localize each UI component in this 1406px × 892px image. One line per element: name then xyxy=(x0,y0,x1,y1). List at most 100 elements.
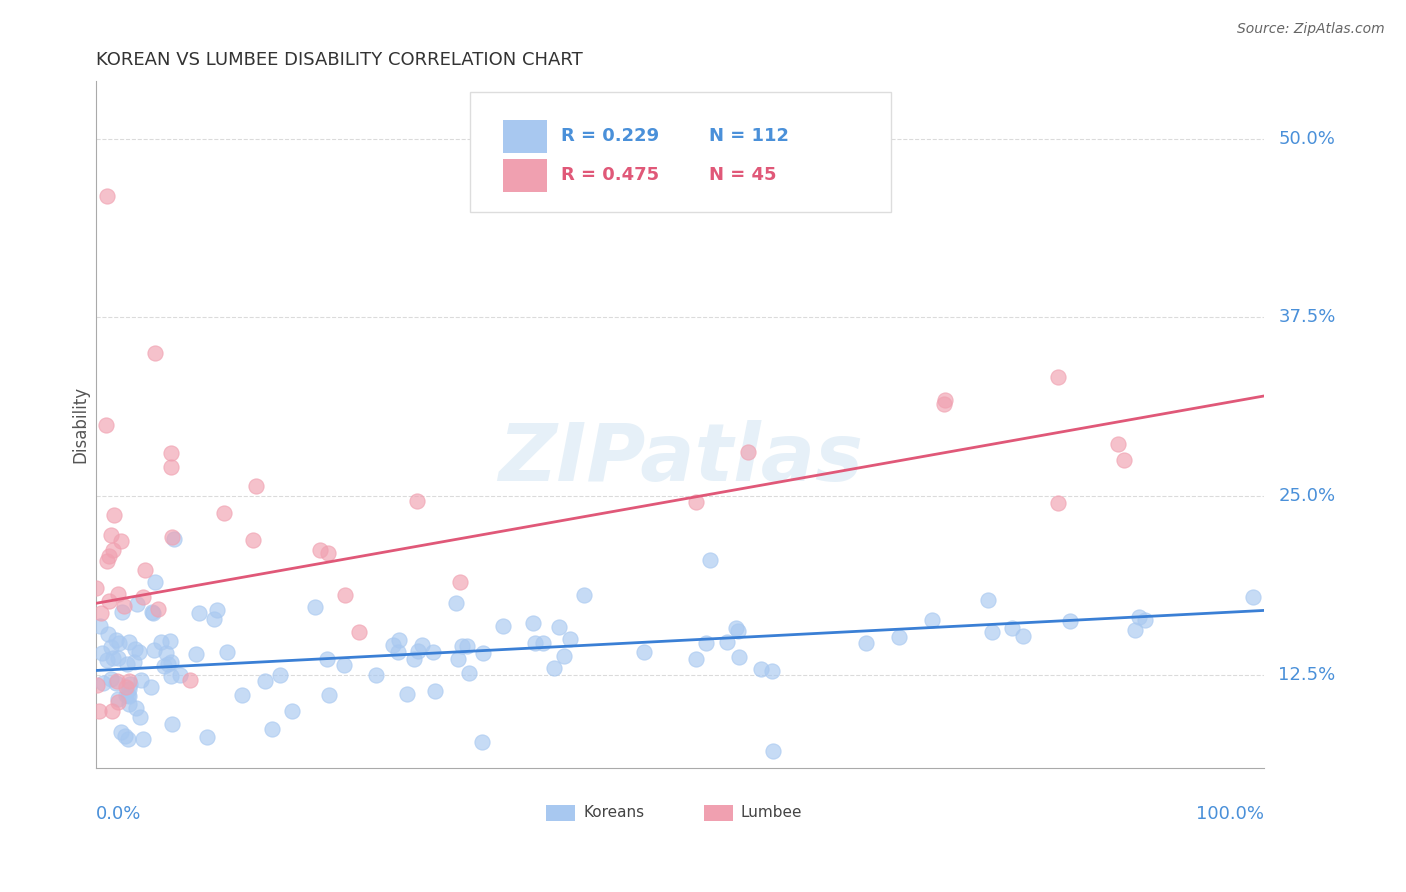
Point xyxy=(117,657,139,672)
Point xyxy=(169,667,191,681)
Point xyxy=(245,479,267,493)
Point xyxy=(129,710,152,724)
Point xyxy=(364,668,387,682)
Text: N = 112: N = 112 xyxy=(710,128,789,145)
Point xyxy=(160,669,183,683)
Point xyxy=(143,642,166,657)
Point xyxy=(117,689,139,703)
Point xyxy=(89,704,111,718)
Point xyxy=(132,590,155,604)
Point xyxy=(231,688,253,702)
Point xyxy=(110,725,132,739)
Point xyxy=(112,599,135,613)
Point xyxy=(134,563,156,577)
Point xyxy=(108,635,131,649)
Point xyxy=(89,619,111,633)
Point xyxy=(1114,453,1136,467)
Point xyxy=(107,650,129,665)
FancyBboxPatch shape xyxy=(503,120,547,153)
Point xyxy=(492,619,515,633)
Point xyxy=(304,600,326,615)
Text: 25.0%: 25.0% xyxy=(1278,487,1336,505)
Point xyxy=(124,655,146,669)
Point xyxy=(100,528,122,542)
Point xyxy=(406,644,429,658)
Point xyxy=(160,530,183,544)
Point xyxy=(762,744,785,758)
Point xyxy=(90,606,112,620)
Point xyxy=(86,581,108,595)
Point xyxy=(105,633,128,648)
Point xyxy=(143,346,166,360)
Point xyxy=(125,597,148,611)
Point xyxy=(280,704,302,718)
Point xyxy=(103,508,125,522)
Point xyxy=(160,460,183,475)
Point xyxy=(96,188,118,202)
Point xyxy=(118,673,141,688)
Point xyxy=(97,626,120,640)
Point xyxy=(117,732,139,747)
Point xyxy=(685,652,707,666)
Point xyxy=(523,636,546,650)
Point xyxy=(543,661,565,675)
Point xyxy=(921,613,943,627)
Point xyxy=(97,549,120,564)
Point xyxy=(699,553,721,567)
Point xyxy=(148,602,170,616)
Point xyxy=(450,639,472,653)
Point xyxy=(423,683,446,698)
Point xyxy=(156,657,179,671)
Point xyxy=(422,645,444,659)
Point xyxy=(382,638,405,652)
Y-axis label: Disability: Disability xyxy=(72,386,89,463)
Point xyxy=(855,636,877,650)
Point xyxy=(118,681,141,696)
Point xyxy=(107,696,129,710)
Text: R = 0.475: R = 0.475 xyxy=(561,167,659,185)
Point xyxy=(132,731,155,746)
Point xyxy=(456,640,478,654)
Point xyxy=(411,638,433,652)
Point xyxy=(387,645,409,659)
Point xyxy=(162,717,184,731)
Point xyxy=(727,624,749,639)
Point xyxy=(737,444,759,458)
Point xyxy=(215,645,238,659)
Point xyxy=(269,668,291,682)
Point xyxy=(100,673,122,687)
Point xyxy=(107,691,129,706)
Point xyxy=(574,589,596,603)
Point xyxy=(728,650,751,665)
Point xyxy=(1046,496,1069,510)
Point xyxy=(124,641,146,656)
Point xyxy=(117,634,139,648)
Point xyxy=(560,632,582,646)
Point xyxy=(887,630,910,644)
Point xyxy=(93,675,115,690)
Point xyxy=(1107,437,1129,451)
Point xyxy=(1012,628,1035,642)
Point xyxy=(695,635,717,649)
Point xyxy=(309,542,332,557)
Point xyxy=(471,735,494,749)
Point xyxy=(449,575,471,590)
Point xyxy=(179,673,201,688)
Point xyxy=(188,606,211,620)
Point xyxy=(522,615,544,630)
Point xyxy=(633,645,655,659)
Text: 12.5%: 12.5% xyxy=(1278,665,1336,684)
Point xyxy=(163,532,186,546)
Point xyxy=(105,673,128,688)
FancyBboxPatch shape xyxy=(703,805,733,821)
Point xyxy=(115,680,138,694)
Point xyxy=(316,652,339,666)
Point xyxy=(553,649,575,664)
Point xyxy=(100,640,122,654)
Point xyxy=(125,700,148,714)
Text: Koreans: Koreans xyxy=(583,805,644,820)
FancyBboxPatch shape xyxy=(546,805,575,821)
Point xyxy=(150,635,173,649)
Point xyxy=(152,658,174,673)
Point xyxy=(110,534,132,549)
